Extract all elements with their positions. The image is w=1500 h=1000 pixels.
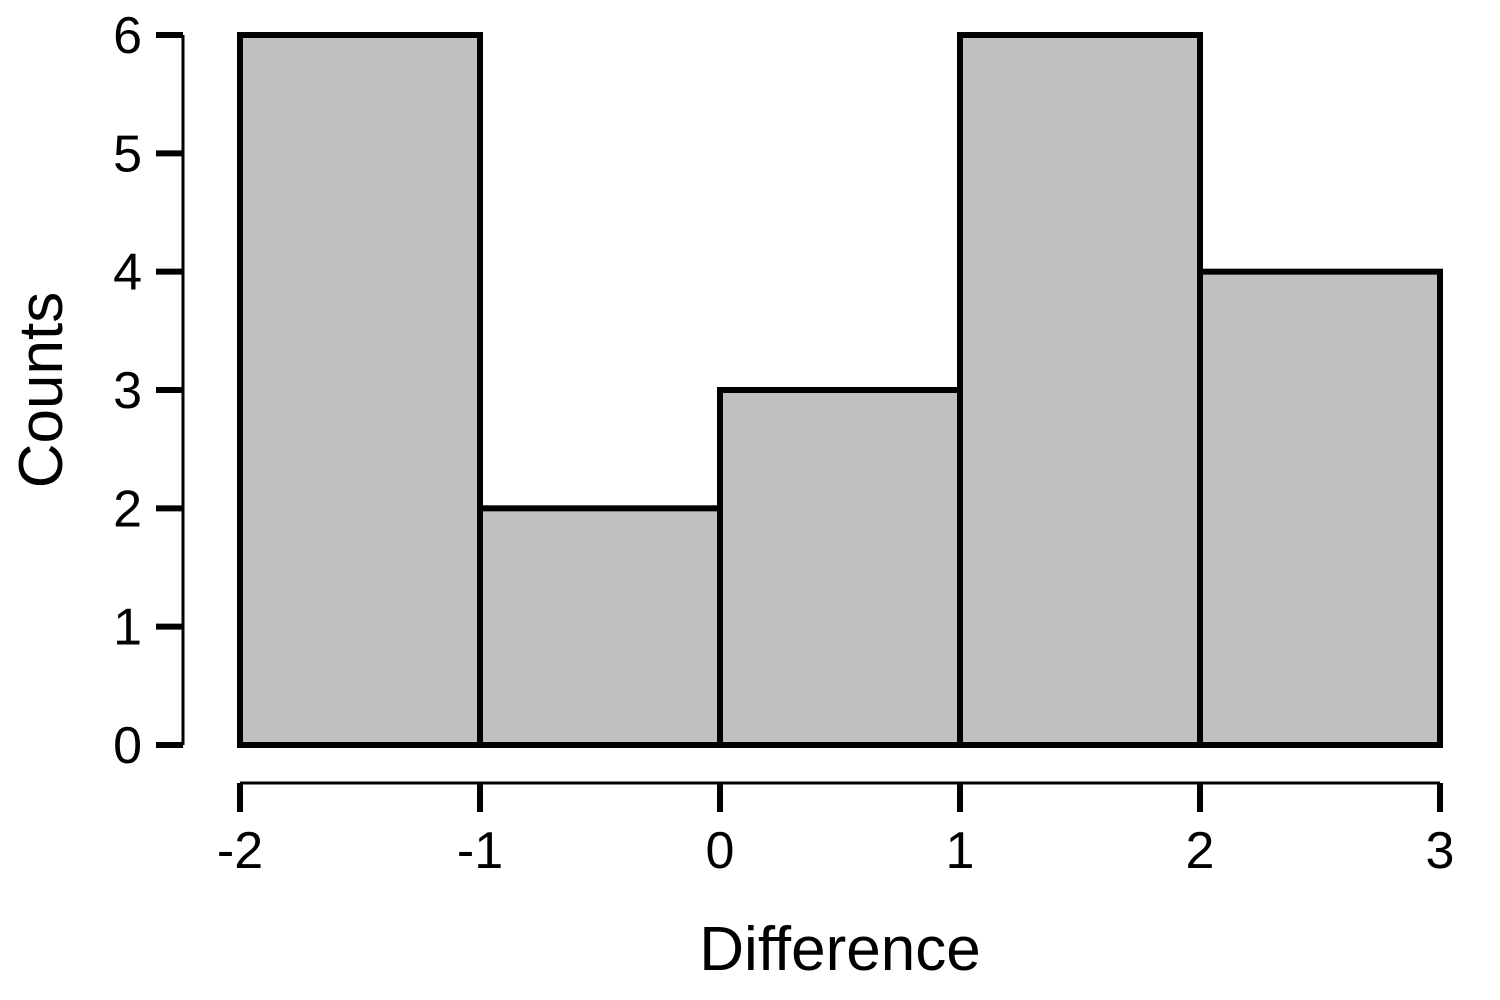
x-tick-label: 1 [946, 822, 975, 880]
x-axis-title: Difference [699, 915, 980, 984]
bars-layer [237, 32, 1443, 749]
x-tick-label: 3 [1426, 822, 1455, 880]
x-tick-label: 0 [706, 822, 735, 880]
y-axis: 0 1 2 3 4 5 6 [113, 7, 185, 775]
y-axis-title: Counts [7, 292, 76, 488]
histogram-bar [717, 387, 963, 748]
y-tick-label: 2 [113, 480, 142, 538]
y-tick-label: 1 [113, 599, 142, 657]
x-tick-label: 2 [1186, 822, 1215, 880]
x-tick-label: -1 [457, 822, 503, 880]
y-tick-label: 3 [113, 362, 142, 420]
histogram-bar [1197, 268, 1443, 748]
histogram-bar [957, 32, 1203, 748]
histogram-bar [237, 32, 483, 748]
y-tick-label: 0 [113, 717, 142, 775]
x-axis: -2 -1 0 1 2 3 [217, 781, 1455, 880]
histogram-bar [477, 505, 723, 749]
y-tick-label: 4 [113, 244, 142, 302]
y-tick-label: 5 [113, 125, 142, 183]
x-tick-label: -2 [217, 822, 263, 880]
y-tick-label: 6 [113, 7, 142, 65]
